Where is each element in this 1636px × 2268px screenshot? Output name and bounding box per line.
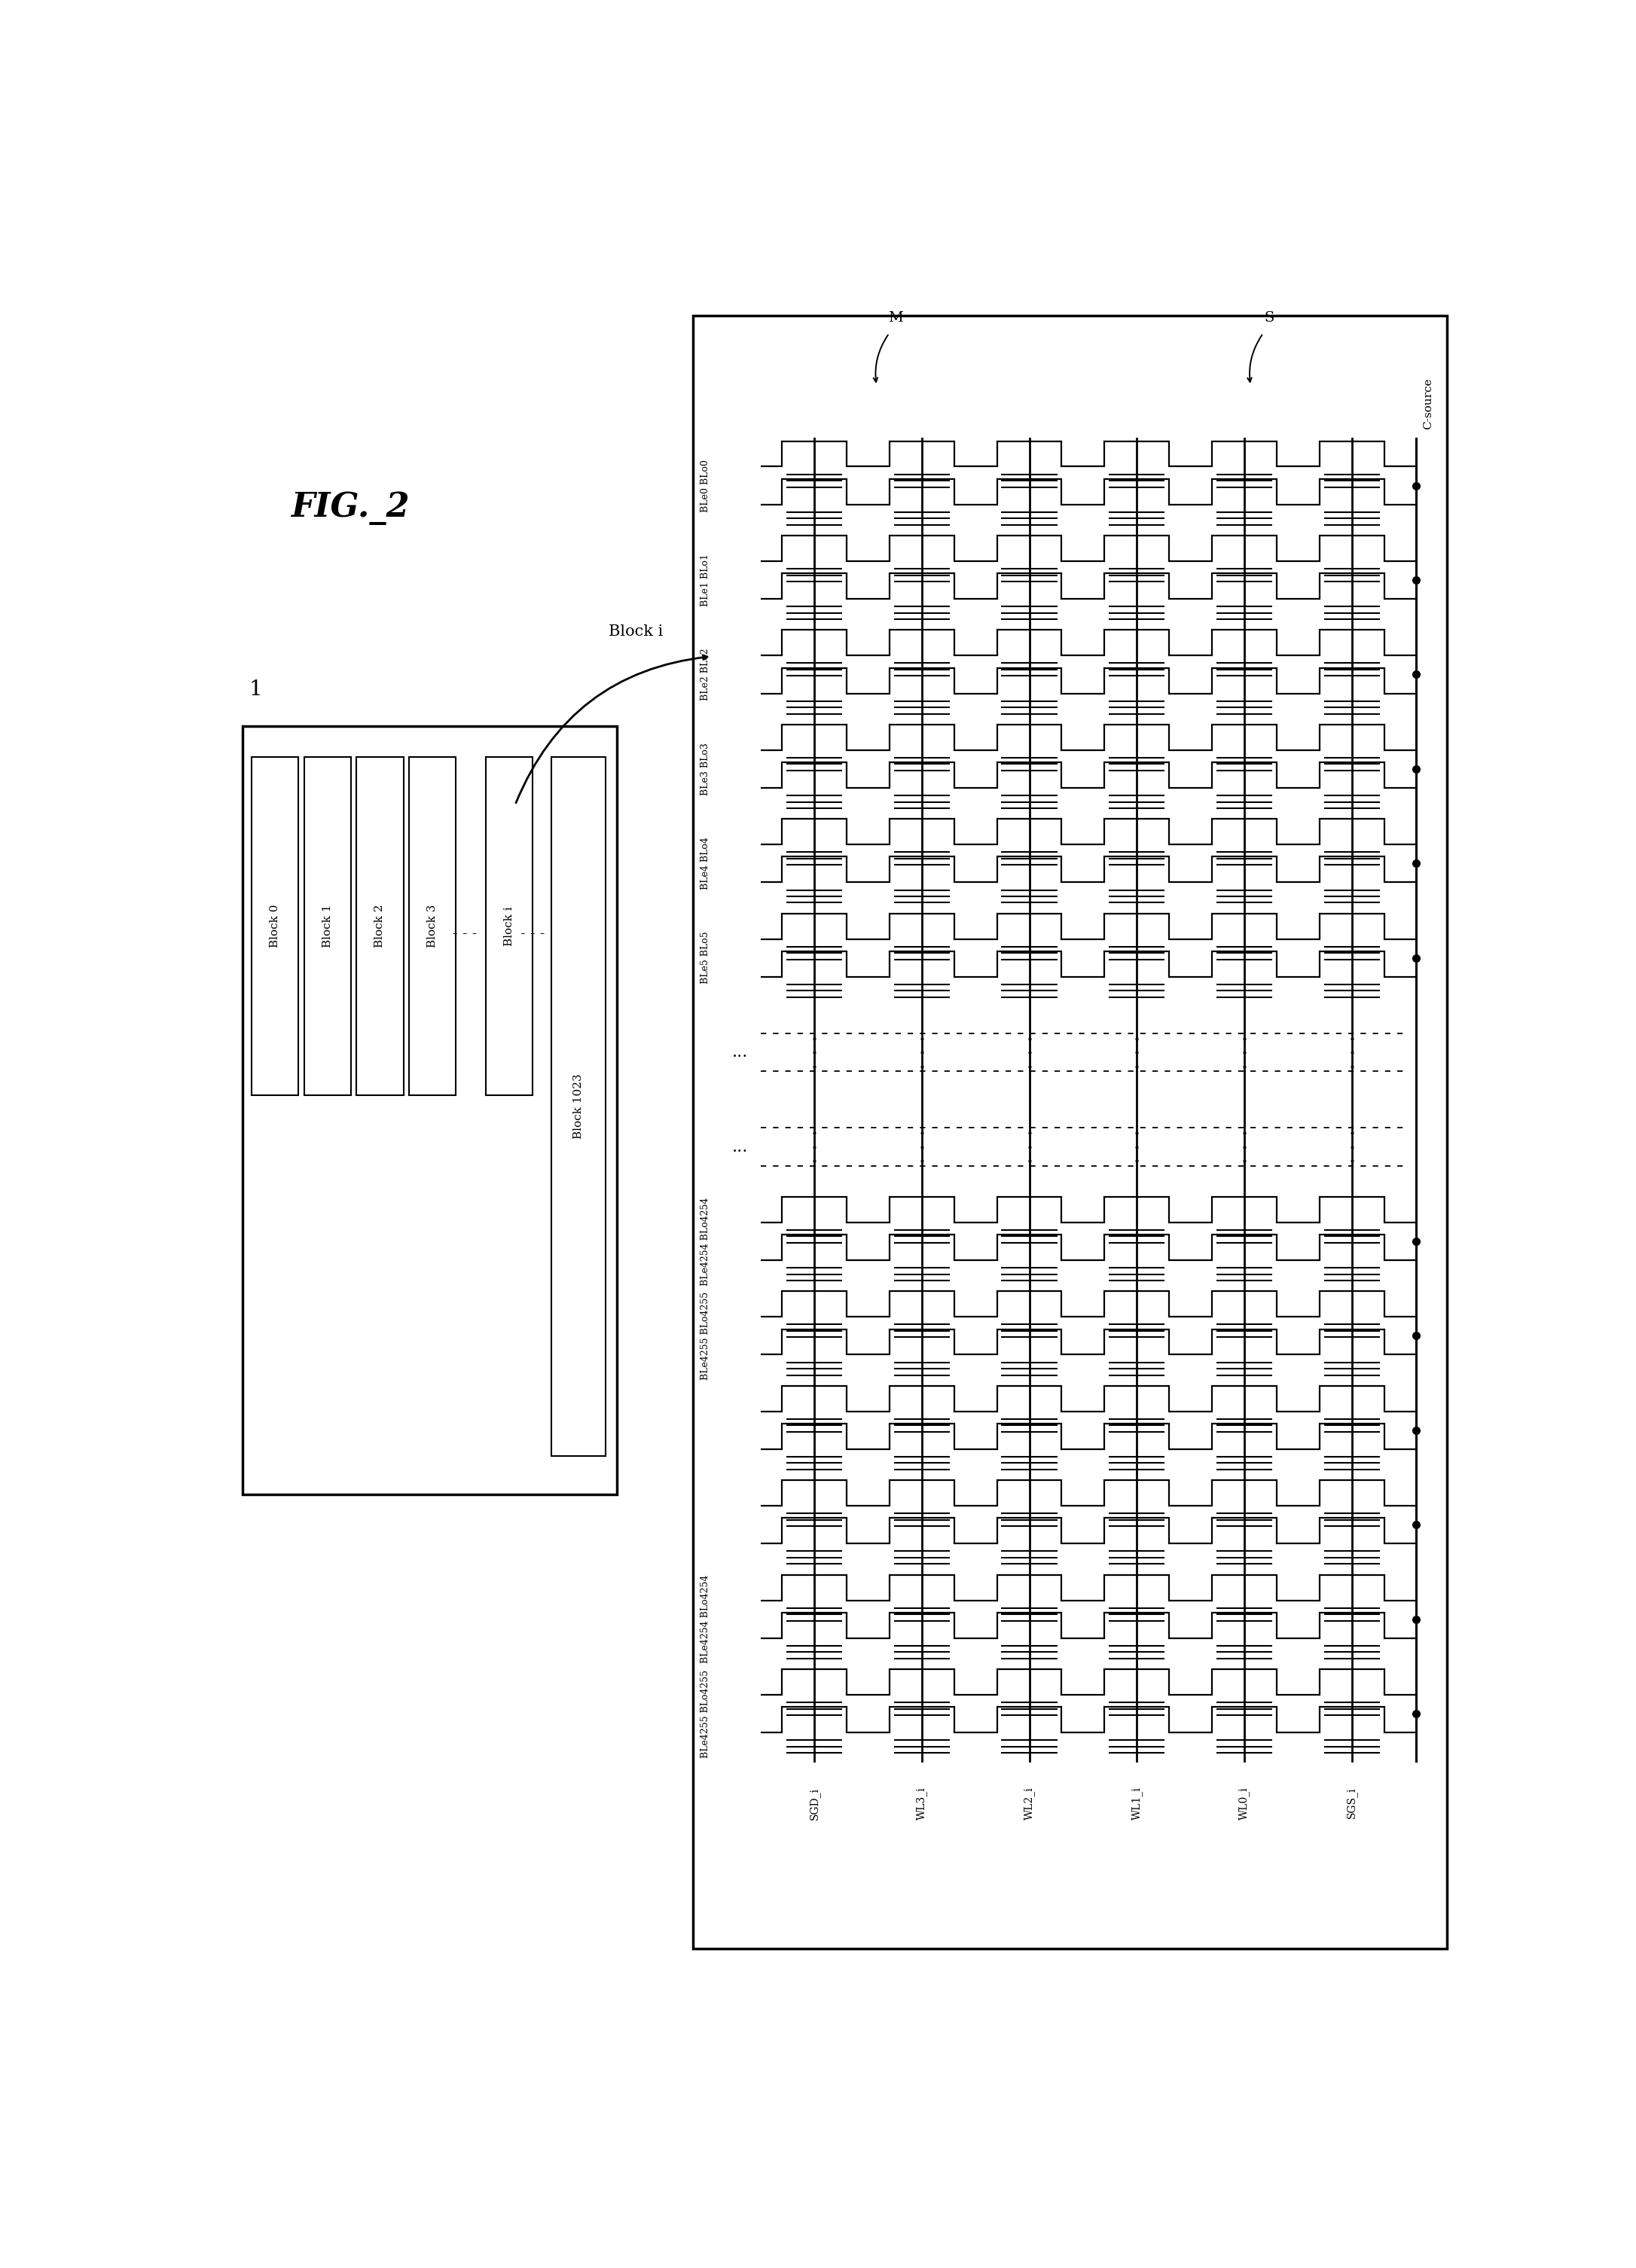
Text: Block 0: Block 0: [270, 905, 280, 948]
Text: BLe5 BLo5: BLe5 BLo5: [700, 932, 710, 984]
Bar: [692, 315, 1448, 1948]
Text: WL3_i: WL3_i: [916, 1787, 928, 1819]
Text: BLe4254 BLo4254: BLe4254 BLo4254: [700, 1574, 710, 1662]
Text: ...: ...: [731, 1139, 748, 1154]
Text: WL2_i: WL2_i: [1024, 1787, 1036, 1819]
Text: Block i: Block i: [609, 624, 663, 640]
Text: C-source: C-source: [1423, 379, 1433, 429]
Bar: [252, 758, 299, 1095]
Text: Block 3: Block 3: [427, 905, 438, 948]
Text: - - -: - - -: [453, 928, 478, 941]
Bar: [409, 758, 456, 1095]
Bar: [304, 758, 352, 1095]
Text: Block 2: Block 2: [375, 905, 384, 948]
Text: FIG._2: FIG._2: [291, 492, 409, 524]
Text: BLe1 BLo1: BLe1 BLo1: [700, 553, 710, 606]
Text: 1: 1: [249, 680, 262, 701]
Text: Block 1: Block 1: [322, 905, 332, 948]
Bar: [357, 758, 404, 1095]
Text: Block 1023: Block 1023: [573, 1075, 584, 1139]
Bar: [242, 726, 617, 1495]
Text: BLe4 BLo4: BLe4 BLo4: [700, 837, 710, 889]
Bar: [486, 758, 532, 1095]
Bar: [551, 758, 605, 1456]
Text: BLe4255 BLo4255: BLe4255 BLo4255: [700, 1293, 710, 1379]
Text: BLe2 BLo2: BLe2 BLo2: [700, 649, 710, 701]
Text: WL0_i: WL0_i: [1238, 1787, 1250, 1819]
Text: Block i: Block i: [504, 907, 514, 946]
Text: ...: ...: [731, 1043, 748, 1061]
Text: BLe4255 BLo4255: BLe4255 BLo4255: [700, 1669, 710, 1758]
Text: BLe4254 BLo4254: BLe4254 BLo4254: [700, 1198, 710, 1286]
Text: S: S: [1265, 311, 1274, 324]
Text: - - -: - - -: [520, 928, 545, 941]
Text: SGD_i: SGD_i: [808, 1787, 820, 1819]
Text: SGS_i: SGS_i: [1346, 1787, 1358, 1819]
Text: WL1_i: WL1_i: [1130, 1787, 1142, 1821]
Text: M: M: [888, 311, 903, 324]
Text: BLe3 BLo3: BLe3 BLo3: [700, 742, 710, 796]
Text: BLe0 BLo0: BLe0 BLo0: [700, 458, 710, 513]
